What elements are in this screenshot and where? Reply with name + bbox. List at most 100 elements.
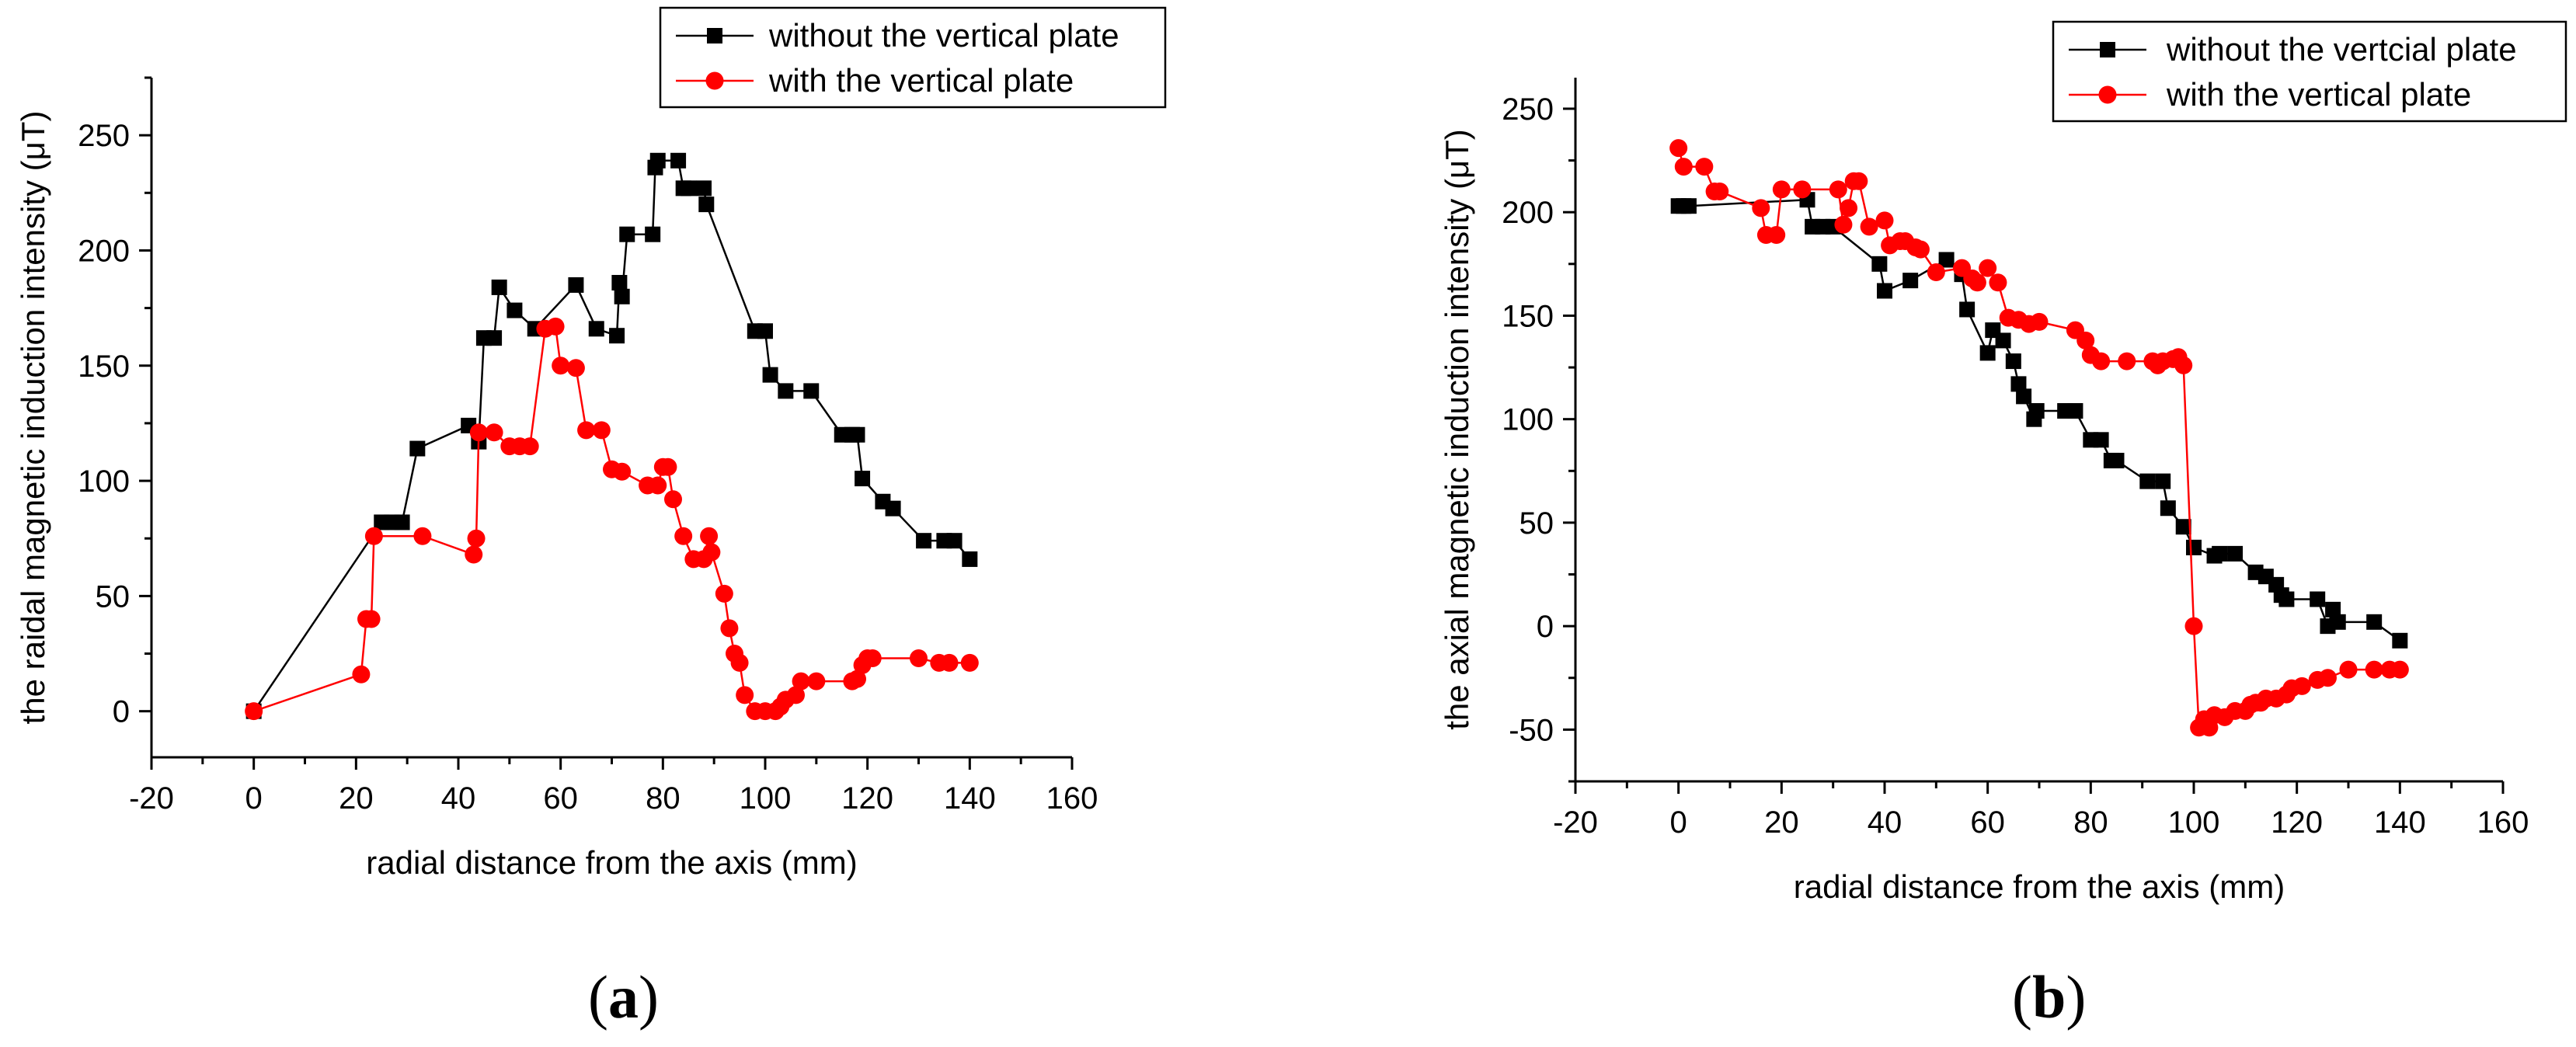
chart-b-x-tick-label: 20 xyxy=(1764,805,1799,840)
chart-a-series-with-plate-point xyxy=(792,672,810,690)
chart-b-series-without-plate-point xyxy=(2330,614,2346,630)
chart-b-x-tick-label: 100 xyxy=(2168,805,2220,840)
chart-a-series-without-plate-point xyxy=(762,367,778,383)
chart-b-series-with-plate-point xyxy=(1875,211,1894,230)
chart-b-series-with-plate-point xyxy=(1793,180,1812,199)
chart-a-series-with-plate-point xyxy=(659,457,677,476)
chart-a-series-without-plate-point xyxy=(962,551,978,567)
chart-b-legend-with-plate-marker xyxy=(2098,85,2117,104)
chart-b-series-without-plate-point xyxy=(2310,591,2326,607)
chart-a-series-without-plate-point xyxy=(855,471,871,487)
chart-b-series-without-plate-point xyxy=(2278,591,2295,607)
chart-a-x-tick-label: 140 xyxy=(944,781,996,816)
chart-a-series-with-plate-point xyxy=(566,359,585,377)
chart-a-series-with-plate-point xyxy=(848,670,866,688)
chart-a-series-without-plate-point xyxy=(803,383,820,399)
chart-b-series-with-plate-point xyxy=(1989,273,2007,292)
chart-a-series-without-plate-point xyxy=(946,533,963,549)
chart-a-series-with-plate-point xyxy=(552,357,570,375)
chart-b-legend-box xyxy=(2052,20,2567,123)
chart-b-series-without-plate-point xyxy=(1938,252,1955,268)
chart-b-series-with-plate-point xyxy=(2174,356,2193,374)
chart-a-series-with-plate-point xyxy=(649,476,667,495)
chart-a-series-without-plate-point xyxy=(486,330,503,346)
chart-a-x-tick-label: -20 xyxy=(129,781,174,816)
chart-b-series-without-plate-point xyxy=(2212,545,2228,562)
chart-b-series-with-plate-point xyxy=(1669,139,1688,158)
chart-b-series-with-plate-point xyxy=(2092,352,2111,370)
chart-b-series-without-plate-point xyxy=(2016,388,2032,405)
chart-a-series-with-plate-point xyxy=(807,672,826,690)
chart-a-x-tick-label: 120 xyxy=(841,781,893,816)
chart-b-y-tick-label: -50 xyxy=(1509,713,1554,747)
chart-b-x-tick-label: 80 xyxy=(2073,805,2108,840)
chart-b-x-tick-label: 160 xyxy=(2477,805,2529,840)
chart-b-series-with-plate-point xyxy=(2339,660,2358,679)
chart-a-series-without-plate-point xyxy=(778,383,794,399)
chart-a-series-with-plate-point xyxy=(736,686,754,704)
chart-b-series-without-plate-point xyxy=(2325,601,2341,617)
chart-b-caption: (b) xyxy=(2012,963,2086,1031)
chart-a-series-without-plate-point xyxy=(611,274,628,290)
chart-b-series-without-plate-point xyxy=(2093,432,2109,448)
chart-a-x-tick-label: 20 xyxy=(339,781,374,816)
chart-b-series-with-plate-point xyxy=(1772,180,1791,199)
chart-b-y-tick-label: 250 xyxy=(1502,92,1554,127)
chart-a-series-with-plate-point xyxy=(577,421,596,440)
chart-b-series-with-plate-point xyxy=(2292,677,2311,695)
chart-b-series-with-plate-point xyxy=(1911,240,1930,259)
chart-a-series-with-plate-point xyxy=(715,584,733,603)
chart-b-series-without-plate-point xyxy=(1877,283,1892,299)
chart-a-legend-with-plate-label: with the vertical plate xyxy=(768,62,1074,99)
chart-a-y-tick-label: 200 xyxy=(78,234,130,268)
chart-b-series-with-plate-point xyxy=(1927,263,1945,281)
chart-a-y-tick-label: 0 xyxy=(113,695,130,729)
chart-a-series-without-plate-point xyxy=(649,152,666,169)
chart-b-legend-without-plate-label: without the vertcial plate xyxy=(2166,31,2517,68)
chart-a-series-with-plate-point xyxy=(702,543,721,562)
chart-b-series-with-plate-point xyxy=(1850,172,1868,190)
chart-b-x-tick-label: 0 xyxy=(1670,805,1687,840)
chart-a-series-without-plate-point xyxy=(698,197,715,213)
chart-b-x-tick-label: 120 xyxy=(2271,805,2323,840)
chart-b-y-tick-label: 200 xyxy=(1502,196,1554,230)
chart-b: -20 0 20 40 60 80 100 120 140 160 -50 0 50 100 150 200 2… xyxy=(1439,20,2567,1031)
chart-b-series-without-plate-point xyxy=(2028,403,2045,419)
chart-b-x-tick-label: 60 xyxy=(1970,805,2005,840)
chart-b-series-with-plate-point xyxy=(2184,617,2203,635)
chart-a-series-with-plate-point xyxy=(730,653,749,672)
chart-a-series-with-plate-point xyxy=(910,649,928,667)
chart-a-series-with-plate-point xyxy=(674,527,693,545)
chart-b-series-without-plate-point xyxy=(2067,403,2083,419)
chart-b-series-with-plate-point xyxy=(1711,183,1729,201)
chart-a-x-tick-label: 100 xyxy=(740,781,792,816)
chart-a-series-with-plate-point xyxy=(364,527,383,545)
chart-a-series-without-plate-point xyxy=(681,180,697,197)
chart-a-series-without-plate-point xyxy=(619,226,635,242)
chart-a-series-with-plate-point xyxy=(467,529,486,548)
chart-b-series-with-plate-point xyxy=(2076,331,2095,350)
chart-b-series-with-plate-line xyxy=(1677,148,2400,731)
chart-b-series-without-plate-point xyxy=(2186,539,2202,555)
chart-a-series-with-plate-point xyxy=(485,423,503,442)
chart-b-series-without-plate-point xyxy=(2108,452,2125,468)
chart-b-y-tick-label: 100 xyxy=(1502,403,1554,437)
chart-a-legend-box xyxy=(659,6,1167,109)
chart-a-series-without-plate-point xyxy=(491,279,507,295)
chart-b-series-without-plate-point xyxy=(2175,519,2191,535)
chart-a-series-with-plate-point xyxy=(592,421,611,440)
chart-b-series-without-plate-point xyxy=(2366,614,2383,630)
chart-a-x-tick-label: 60 xyxy=(543,781,578,816)
chart-a-series-without-plate-point xyxy=(614,288,630,304)
chart-a-x-tick-label: 0 xyxy=(245,781,263,816)
chart-a-series-with-plate-point xyxy=(940,653,959,672)
chart-a-series-without-plate-point xyxy=(645,226,661,242)
chart-a-series-with-plate-point xyxy=(664,490,682,509)
chart-a-series-with-plate-point xyxy=(362,610,381,628)
chart-b-series-with-plate-point xyxy=(1695,158,1714,176)
chart-b-legend-without-plate-marker xyxy=(2100,42,2115,57)
chart-b-x-tick-label: 40 xyxy=(1868,805,1902,840)
chart-b-series-with-plate-point xyxy=(1968,273,1986,292)
chart-a-y-tick-label: 250 xyxy=(78,119,130,153)
